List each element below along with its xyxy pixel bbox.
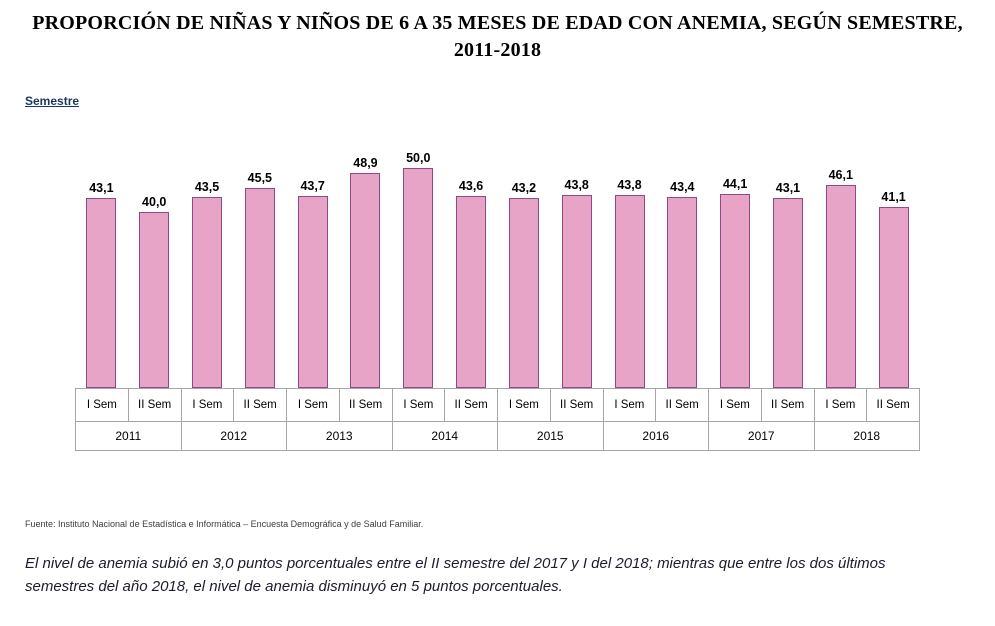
bar: [772, 198, 803, 388]
bar: [614, 195, 645, 388]
bar-group: 43,8: [550, 146, 603, 388]
bar-value-label: 43,1: [775, 181, 801, 196]
bar-value-label: 41,1: [881, 190, 906, 205]
bar-group: 44,1: [709, 146, 762, 388]
x-axis-table: I Sem II Sem I Sem II Sem I Sem II Sem I Sem II…: [75, 388, 920, 451]
axis-year-cell: 2018: [813, 421, 920, 451]
axis-year-cell: 2012: [180, 421, 287, 451]
bar-group: 45,5: [233, 146, 286, 388]
bar: [508, 197, 539, 388]
bar-group: 46,1: [814, 146, 867, 388]
bar-value-label: 40,0: [142, 195, 167, 209]
bar-value-label: 50,0: [406, 151, 431, 165]
bar: [825, 185, 856, 388]
bar: [86, 198, 117, 388]
bar-value-label: 43,8: [617, 178, 642, 193]
bar-group: 41,1: [867, 146, 920, 388]
bar-value-label: 43,2: [511, 180, 537, 195]
axis-year-cell: 2013: [286, 421, 393, 451]
bar-value-label: 43,4: [670, 180, 695, 194]
bar-chart: 43,1 40,0 43,5 45,5 43,7 48,9 50,0 43,6 43,2 43,8…: [75, 146, 920, 451]
bar-value-label: 44,1: [722, 177, 748, 191]
bar-group: 43,2: [498, 146, 551, 388]
axis-semester-cell: II Sem: [655, 388, 709, 422]
bar-value-label: 43,1: [89, 181, 114, 196]
axis-semester-cell: I Sem: [497, 388, 551, 422]
axis-semester-cell: I Sem: [708, 388, 762, 422]
axis-semester-cell: II Sem: [338, 388, 393, 422]
bar-value-label: 43,6: [458, 179, 484, 194]
bar-group: 43,6: [445, 146, 498, 388]
bar: [878, 207, 909, 388]
bar-group: 43,1: [762, 146, 815, 388]
axis-semester-cell: I Sem: [180, 388, 235, 422]
source-note: Fuente: Instituto Nacional de Estadístic…: [25, 519, 424, 529]
axis-semester-cell: I Sem: [602, 388, 657, 422]
axis-year-cell: 2011: [75, 421, 182, 451]
bar-group: 40,0: [128, 146, 181, 388]
bar-group: 43,7: [286, 146, 339, 388]
axis-semester-cell: II Sem: [127, 388, 182, 422]
bar-group: 48,9: [339, 146, 392, 388]
axis-semester-cell: II Sem: [233, 388, 287, 422]
bar-value-label: 48,9: [353, 155, 378, 170]
bar: [667, 197, 698, 388]
bar: [720, 194, 751, 388]
axis-year-cell: 2014: [391, 421, 498, 451]
bar-group: 43,5: [181, 146, 234, 388]
bar-value-label: 46,1: [828, 168, 853, 183]
axis-semester-cell: II Sem: [866, 388, 920, 422]
bar: [456, 196, 487, 388]
analysis-footnote: El nivel de anemia subió en 3,0 puntos p…: [25, 555, 886, 595]
bar: [244, 187, 275, 388]
report-page: PROPORCIÓN DE NIÑAS Y NIÑOS DE 6 A 35 ME…: [0, 10, 995, 626]
axis-semester-cell: II Sem: [549, 388, 604, 422]
bar-group: 43,1: [75, 146, 128, 388]
axis-semester-cell: I Sem: [391, 388, 446, 422]
axis-year-cell: 2016: [602, 421, 709, 451]
axis-semester-cell: I Sem: [813, 388, 868, 422]
bar: [403, 168, 434, 388]
bar-value-label: 43,5: [194, 179, 220, 194]
bar: [297, 195, 328, 388]
axis-semester-cell: II Sem: [760, 388, 815, 422]
axis-year-cell: 2017: [708, 421, 815, 451]
bar-value-label: 45,5: [247, 170, 273, 185]
bar-group: 50,0: [392, 146, 445, 388]
chart-title: PROPORCIÓN DE NIÑAS Y NIÑOS DE 6 A 35 ME…: [32, 12, 963, 61]
bar-group: 43,4: [656, 146, 709, 388]
axis-semester-cell: I Sem: [286, 388, 340, 422]
bar: [561, 195, 592, 388]
axis-year-cell: 2015: [497, 421, 604, 451]
bar: [192, 196, 223, 388]
bar-value-label: 43,8: [564, 178, 589, 193]
bar-value-label: 43,7: [300, 178, 325, 193]
axis-semester-cell: II Sem: [444, 388, 498, 422]
plot-area: 43,1 40,0 43,5 45,5 43,7 48,9 50,0 43,6 43,2 43,8…: [75, 146, 920, 388]
bar: [139, 212, 170, 388]
bar-group: 43,8: [603, 146, 656, 388]
axis-semester-cell: I Sem: [75, 388, 129, 422]
bar: [350, 172, 381, 388]
x-axis-title: Semestre: [25, 94, 80, 108]
